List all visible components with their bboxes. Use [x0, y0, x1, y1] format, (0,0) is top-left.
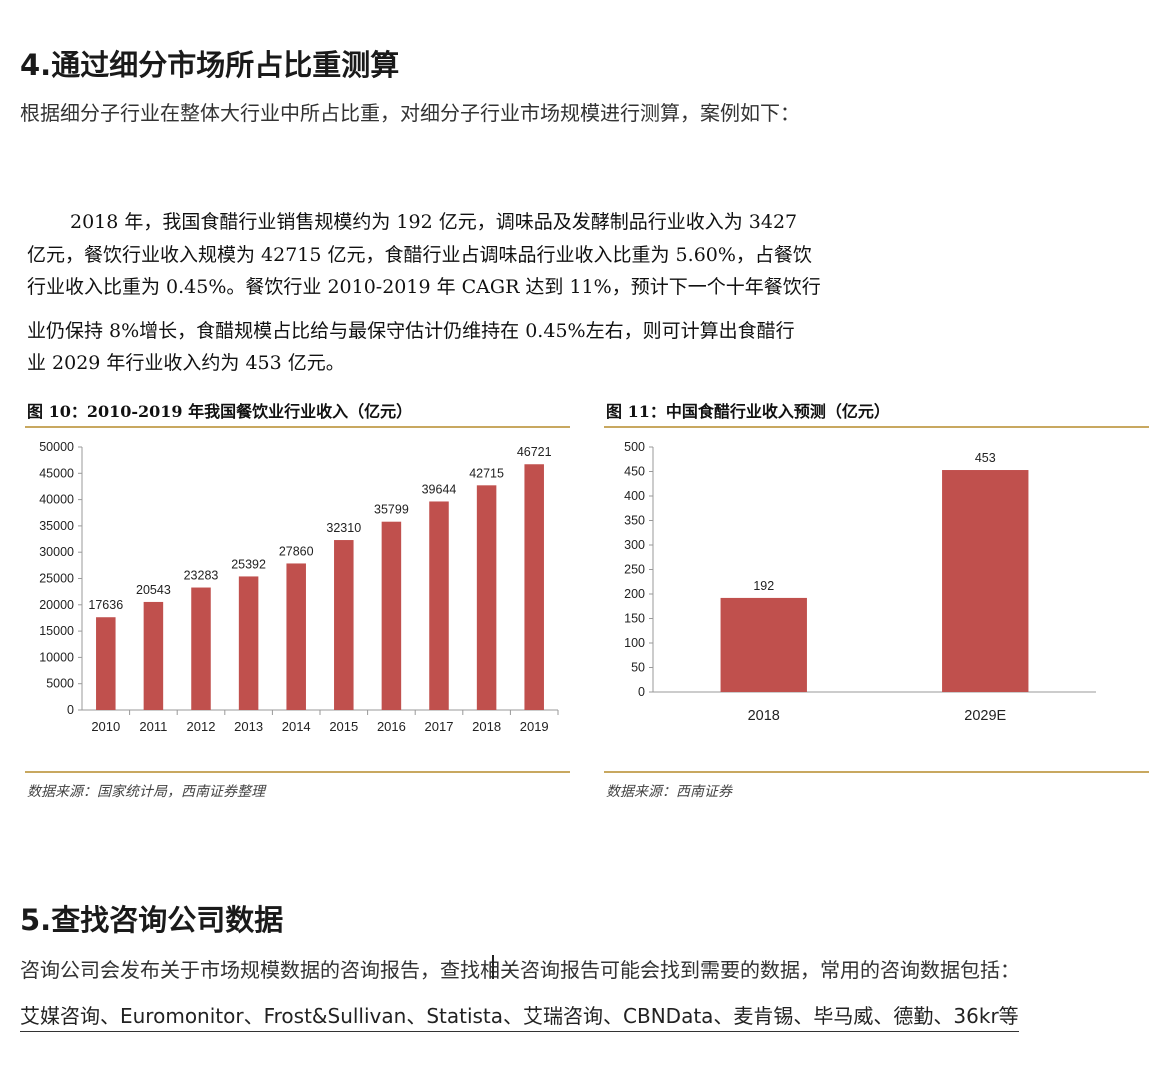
data-label: 192 [753, 579, 774, 593]
bar [238, 576, 259, 710]
y-tick-label: 400 [624, 489, 645, 503]
x-tick-label: 2018 [748, 708, 780, 724]
x-tick-label: 2011 [139, 719, 167, 734]
bar [381, 521, 402, 710]
y-tick-label: 20000 [39, 598, 74, 612]
y-tick-label: 15000 [39, 624, 74, 638]
bar [334, 540, 354, 710]
excerpt-line: 业仍保持 8%增长，食醋规模占比给与最保守估计仍维持在 0.45%左右，则可计算… [27, 320, 795, 342]
section-5-heading: 5.查找咨询公司数据 [20, 903, 284, 937]
bar [286, 563, 306, 710]
bar [143, 601, 164, 710]
data-label: 46721 [517, 445, 552, 459]
x-tick-label: 2018 [472, 719, 501, 734]
figure-10-top-rule [25, 426, 570, 428]
y-tick-label: 150 [624, 612, 645, 626]
y-tick-label: 5000 [46, 677, 74, 691]
y-tick-label: 25000 [39, 572, 74, 586]
y-tick-label: 0 [638, 685, 645, 699]
data-label: 23283 [184, 569, 219, 583]
figure-11-bottom-rule [604, 771, 1149, 773]
data-label: 453 [975, 451, 996, 465]
y-tick-label: 35000 [39, 519, 74, 533]
x-tick-label: 2015 [329, 719, 358, 734]
section-5-text: 咨询公司会发布关于市场规模数据的咨询报告，查找相关咨询报告可能会找到需要的数据，… [20, 958, 1020, 982]
excerpt-line: 行业收入比重为 0.45%。餐饮行业 2010-2019 年 CAGR 达到 1… [27, 276, 821, 298]
figure-11-source: 数据来源：西南证券 [606, 784, 732, 800]
text-cursor [492, 955, 494, 979]
data-label: 32310 [326, 521, 361, 535]
y-tick-label: 100 [624, 636, 645, 650]
x-tick-label: 2019 [520, 719, 549, 734]
data-label: 35799 [374, 503, 409, 517]
bar [191, 587, 211, 710]
data-label: 39644 [422, 482, 457, 496]
bar [942, 470, 1029, 692]
figure-11-chart: 0 50 100 150 200 250 300 350 400 450 500 192 2018 453… [624, 440, 1096, 724]
bar [429, 501, 449, 710]
figure-11-title: 图 11：中国食醋行业收入预测（亿元） [606, 402, 890, 421]
y-tick-label: 45000 [39, 466, 74, 480]
y-tick-label: 50000 [39, 440, 74, 454]
figure-10-source: 数据来源：国家统计局，西南证券整理 [27, 784, 265, 800]
bar [476, 485, 497, 710]
y-tick-label: 200 [624, 587, 645, 601]
excerpt-line: 2018 年，我国食醋行业销售规模约为 192 亿元，调味品及发酵制品行业收入为… [70, 211, 798, 233]
y-tick-label: 450 [624, 465, 645, 479]
data-label: 25392 [231, 557, 266, 571]
x-tick-label: 2013 [234, 719, 263, 734]
bar [524, 464, 544, 710]
y-tick-label: 50 [631, 661, 645, 675]
data-label: 27860 [279, 544, 314, 558]
consulting-firms-link[interactable]: 艾媒咨询、Euromonitor、Frost&Sullivan、Statista… [20, 1000, 1019, 1032]
figure-11-top-rule [604, 426, 1149, 428]
y-tick-label: 300 [624, 538, 645, 552]
figure-10-title: 图 10：2010-2019 年我国餐饮业行业收入（亿元） [27, 402, 413, 421]
x-tick-label: 2017 [425, 719, 454, 734]
data-label: 42715 [469, 466, 504, 480]
x-tick-label: 2029E [964, 708, 1006, 724]
figure-10-chart: 0 5000 10000 15000 20000 25000 30000 35000 40000… [39, 440, 559, 734]
x-tick-label: 2012 [187, 719, 216, 734]
excerpt-line: 业 2029 年行业收入约为 453 亿元。 [27, 352, 345, 374]
excerpt-line: 亿元，餐饮行业收入规模为 42715 亿元，食醋行业占调味品行业收入比重为 5.… [27, 244, 812, 266]
y-tick-label: 350 [624, 514, 645, 528]
bar [720, 597, 807, 692]
y-tick-label: 30000 [39, 545, 74, 559]
x-tick-label: 2014 [282, 719, 311, 734]
y-tick-label: 500 [624, 440, 645, 454]
data-label: 20543 [136, 583, 171, 597]
y-tick-label: 250 [624, 563, 645, 577]
data-label: 17636 [88, 598, 123, 612]
section-4-intro: 根据细分子行业在整体大行业中所占比重，对细分子行业市场规模进行测算，案例如下： [20, 101, 800, 125]
bar [96, 617, 116, 710]
y-tick-label: 40000 [39, 493, 74, 507]
figure-10-bottom-rule [25, 771, 570, 773]
y-tick-label: 10000 [39, 650, 74, 664]
y-tick-label: 0 [67, 703, 74, 717]
x-tick-label: 2010 [91, 719, 120, 734]
x-tick-label: 2016 [377, 719, 406, 734]
section-4-heading: 4.通过细分市场所占比重测算 [20, 48, 400, 82]
